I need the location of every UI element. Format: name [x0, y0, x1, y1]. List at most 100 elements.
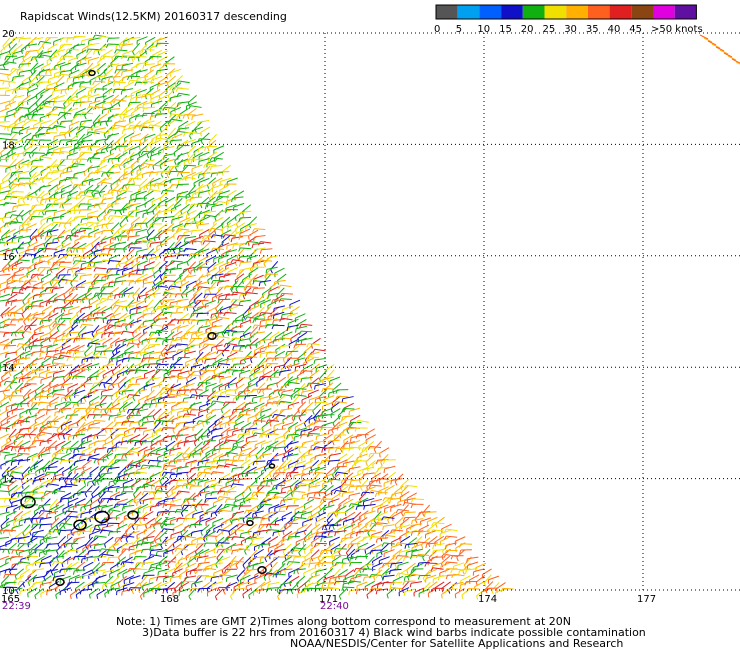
wind-barb	[136, 165, 148, 172]
wind-barb	[57, 274, 66, 284]
wind-barb	[87, 265, 99, 268]
wind-barb	[21, 75, 32, 83]
wind-barb	[248, 267, 259, 275]
wind-barb-feather	[210, 347, 213, 352]
wind-barb	[296, 319, 307, 326]
wind-barb	[121, 228, 133, 232]
wind-barb	[96, 299, 107, 306]
wind-barb	[102, 222, 114, 226]
wind-barb-feather	[188, 135, 192, 140]
wind-barb	[135, 55, 147, 58]
wind-barb	[18, 86, 30, 90]
wind-barb	[32, 305, 44, 307]
wind-barb	[48, 75, 60, 80]
wind-barb	[7, 145, 16, 155]
wind-barb-feather	[10, 68, 14, 73]
wind-barb	[211, 164, 223, 167]
wind-barb	[53, 236, 65, 240]
wind-barb	[28, 204, 37, 214]
wind-barb	[129, 139, 141, 142]
wind-barb	[122, 43, 134, 47]
wind-barb-feather	[209, 228, 213, 233]
wind-barb	[187, 95, 197, 103]
wind-barb-feather	[3, 222, 7, 227]
wind-barb	[67, 197, 79, 199]
wind-barb	[111, 119, 121, 128]
wind-barb	[146, 203, 156, 212]
wind-barb-feather	[231, 198, 234, 203]
wind-barb-feather	[189, 197, 192, 202]
wind-barb	[5, 202, 17, 205]
wind-barb	[206, 267, 217, 274]
wind-barb	[153, 311, 163, 320]
wind-barb	[143, 120, 155, 125]
wind-barb	[61, 312, 73, 317]
wind-barb	[80, 94, 92, 99]
wind-barb-feather	[44, 199, 47, 204]
wind-barb-feather	[242, 295, 246, 300]
wind-barb-feather	[37, 260, 41, 265]
wind-barb-feather	[106, 268, 109, 273]
wind-barb	[159, 126, 168, 135]
wind-barb	[211, 311, 223, 315]
wind-barb	[245, 277, 257, 281]
wind-barb	[18, 170, 30, 175]
wind-barb	[143, 210, 155, 215]
wind-barb-feather	[187, 320, 190, 325]
wind-barb-feather	[131, 68, 133, 73]
wind-barb-feather	[187, 160, 190, 165]
wind-barb	[191, 267, 203, 271]
wind-barb-feather	[204, 146, 207, 151]
wind-barb-feather	[209, 327, 212, 332]
wind-barb-feather	[38, 81, 41, 87]
wind-barb-feather	[116, 191, 119, 196]
wind-barb	[173, 274, 183, 283]
wind-barb-feather	[189, 204, 192, 209]
wind-barb	[188, 126, 197, 136]
wind-barb-feather	[18, 225, 21, 230]
wind-barb-feather	[142, 431, 145, 436]
wind-barb	[108, 113, 120, 119]
wind-barb	[97, 287, 106, 297]
wind-barb	[40, 324, 51, 329]
wind-barb-feather	[155, 43, 158, 48]
wind-barb	[70, 113, 80, 122]
wind-barb	[117, 177, 128, 182]
wind-barb-feather	[65, 141, 68, 147]
wind-barb	[122, 55, 134, 58]
wind-barb	[46, 197, 58, 200]
wind-barb	[40, 54, 52, 58]
wind-barb	[54, 292, 65, 299]
wind-barb	[14, 325, 24, 334]
wind-barb-feather	[40, 199, 42, 205]
wind-barb	[123, 241, 133, 249]
wind-barb	[240, 223, 251, 230]
wind-barb	[95, 273, 107, 276]
wind-barb-feather	[86, 157, 90, 162]
wind-barb	[156, 254, 168, 257]
wind-barb-feather	[100, 287, 103, 292]
wind-barb-feather	[141, 49, 144, 54]
wind-barb	[68, 306, 80, 311]
wind-barb-feather	[208, 289, 212, 294]
wind-barb-feather	[147, 124, 151, 129]
wind-barb	[27, 215, 38, 223]
wind-barb-feather	[18, 72, 21, 77]
wind-barb	[54, 312, 65, 320]
wind-barb	[69, 120, 80, 127]
wind-barb-feather	[13, 234, 15, 239]
wind-barb	[63, 216, 72, 226]
wind-barb	[192, 171, 203, 177]
wind-barb	[5, 286, 17, 290]
wind-barb	[1, 229, 11, 238]
wind-barb	[122, 280, 134, 282]
wind-barb-feather	[31, 398, 33, 403]
wind-barb	[123, 171, 135, 176]
wind-barb-feather	[206, 184, 210, 189]
wind-barb-feather	[89, 80, 91, 85]
wind-barb-feather	[199, 234, 201, 239]
wind-barb-feather	[44, 211, 47, 216]
wind-barb	[33, 171, 44, 179]
wind-barb	[150, 177, 161, 183]
wind-barb	[171, 133, 183, 139]
